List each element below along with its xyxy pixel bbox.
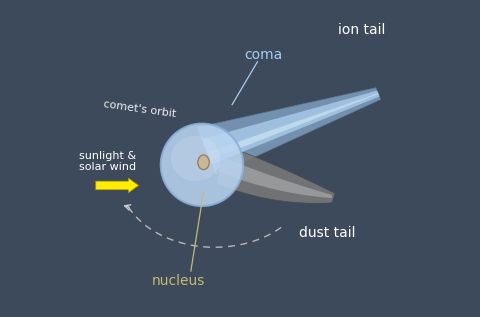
Ellipse shape: [198, 155, 209, 170]
Text: dust tail: dust tail: [299, 226, 355, 240]
Text: sunlight &
solar wind: sunlight & solar wind: [79, 151, 136, 172]
Polygon shape: [202, 91, 380, 164]
Text: nucleus: nucleus: [152, 274, 205, 288]
Polygon shape: [197, 88, 381, 174]
Polygon shape: [218, 143, 335, 203]
Text: coma: coma: [245, 49, 283, 62]
Text: ion tail: ion tail: [338, 23, 386, 37]
FancyArrow shape: [96, 178, 139, 193]
Ellipse shape: [161, 124, 243, 206]
Ellipse shape: [171, 136, 220, 181]
Polygon shape: [207, 93, 378, 160]
Polygon shape: [218, 155, 332, 198]
Text: comet's orbit: comet's orbit: [103, 99, 177, 120]
